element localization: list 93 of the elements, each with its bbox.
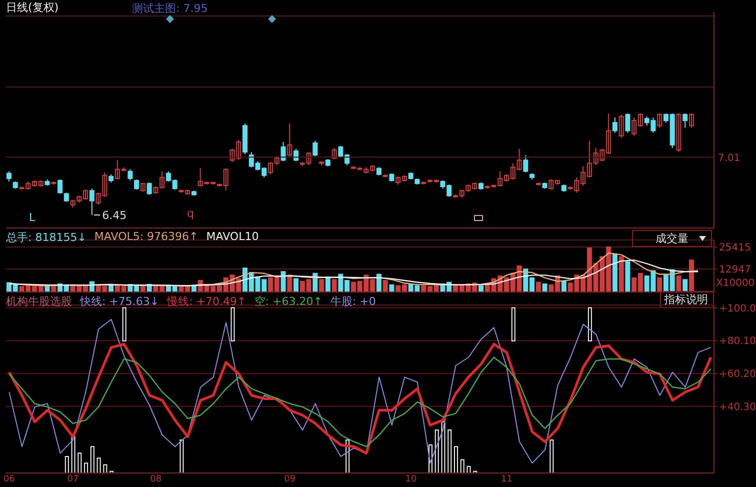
annotation: 成交量 bbox=[632, 230, 712, 247]
candlestick bbox=[6, 170, 12, 182]
annotation: 空: +63.20↑ bbox=[254, 294, 322, 309]
x-tick-label: 06 bbox=[3, 474, 16, 484]
annotation: 指标说明 bbox=[660, 291, 714, 308]
annotation: L bbox=[29, 211, 36, 224]
candlestick bbox=[657, 112, 662, 128]
bar bbox=[287, 276, 292, 292]
bar bbox=[511, 307, 516, 342]
bar bbox=[294, 278, 299, 292]
bar bbox=[542, 284, 548, 292]
bar bbox=[454, 446, 458, 473]
x-tick-label: 07 bbox=[67, 474, 79, 484]
bar bbox=[51, 286, 56, 292]
annotation: q bbox=[187, 207, 194, 220]
y-tick-label: +60.20 bbox=[719, 369, 756, 380]
y-tick-label: +40.30 bbox=[719, 402, 756, 413]
candlestick bbox=[64, 192, 69, 202]
candlestick bbox=[612, 117, 618, 134]
candlestick bbox=[58, 178, 63, 194]
candlestick bbox=[618, 114, 624, 138]
candlestick bbox=[146, 182, 152, 196]
line-series bbox=[8, 342, 712, 454]
annotation: 快线: +75.63↓ bbox=[80, 294, 160, 309]
annotation: 总手: 818155↓ bbox=[6, 230, 86, 245]
bar bbox=[280, 271, 286, 292]
bar bbox=[64, 456, 69, 473]
bar bbox=[625, 261, 630, 292]
candlestick bbox=[625, 112, 630, 134]
bar bbox=[90, 446, 94, 473]
bar bbox=[319, 279, 324, 292]
bar bbox=[561, 280, 566, 292]
bar bbox=[441, 421, 446, 473]
line-series bbox=[8, 318, 712, 464]
bar bbox=[84, 462, 88, 473]
bar bbox=[588, 307, 592, 342]
chart-title: 日线(复权) bbox=[6, 0, 59, 15]
bar bbox=[676, 276, 682, 292]
bar bbox=[180, 439, 184, 473]
candlestick bbox=[688, 112, 694, 128]
y-tick-label: +100.0 bbox=[719, 303, 756, 314]
bar bbox=[434, 430, 439, 473]
bar bbox=[71, 436, 76, 473]
x-tick-label: 11 bbox=[500, 474, 512, 484]
bar bbox=[122, 307, 126, 342]
bar bbox=[460, 459, 464, 473]
bar bbox=[332, 279, 337, 292]
candlestick bbox=[134, 178, 140, 190]
bar bbox=[612, 253, 618, 292]
line-series bbox=[8, 260, 699, 286]
candlestick bbox=[676, 112, 682, 153]
bar bbox=[688, 260, 694, 292]
candlestick bbox=[287, 123, 292, 157]
bar bbox=[618, 256, 624, 292]
bar bbox=[657, 277, 662, 292]
x-tick-label: 09 bbox=[284, 474, 296, 484]
annotation: 机构牛股选股 bbox=[6, 294, 72, 309]
bar bbox=[78, 452, 82, 473]
bar bbox=[466, 466, 471, 473]
bar bbox=[448, 430, 452, 473]
x-tick-label: 10 bbox=[405, 474, 418, 484]
annotation: 6.45 bbox=[102, 209, 127, 222]
y-tick-label: 25415 bbox=[719, 242, 751, 254]
y-tick-label: 12947 bbox=[719, 264, 751, 276]
y-tick-label: +80.10 bbox=[719, 336, 756, 348]
bar bbox=[389, 284, 394, 292]
bar bbox=[96, 458, 101, 473]
x-tick-label: 08 bbox=[150, 474, 162, 484]
bar bbox=[536, 282, 541, 292]
bar bbox=[550, 439, 554, 473]
annotation: MAVOL5: 976396↑ bbox=[94, 230, 198, 245]
bar bbox=[682, 279, 688, 292]
bar bbox=[230, 307, 235, 342]
text: 测试主图: 7.95 bbox=[132, 1, 208, 16]
y-axis-title: X10000 bbox=[716, 278, 755, 289]
candlestick bbox=[523, 154, 528, 173]
candlestick bbox=[89, 188, 94, 216]
bar bbox=[346, 439, 350, 473]
annotation: 牛股: +0 bbox=[330, 294, 376, 309]
candlestick bbox=[294, 148, 299, 162]
candlestick bbox=[682, 112, 688, 128]
bar bbox=[103, 464, 108, 473]
candlestick bbox=[128, 168, 133, 181]
bar bbox=[428, 444, 432, 473]
bar bbox=[382, 280, 388, 292]
line-series bbox=[8, 356, 712, 448]
annotation: MAVOL10 bbox=[206, 230, 259, 245]
bar bbox=[478, 285, 484, 292]
text: 7.01 bbox=[718, 153, 740, 164]
candlestick bbox=[312, 140, 318, 157]
annotation: 慢线: +70.49↑ bbox=[167, 294, 246, 309]
candlestick bbox=[280, 141, 286, 162]
candlestick bbox=[332, 147, 337, 160]
